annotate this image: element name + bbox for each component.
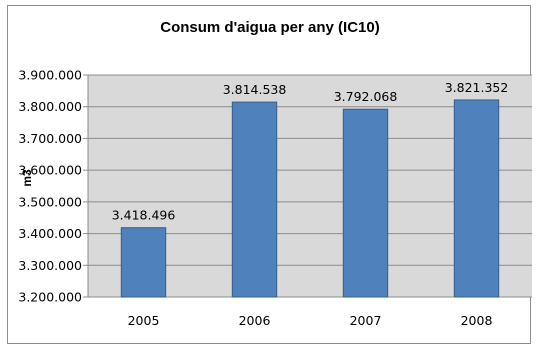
bar-2006 (231, 101, 278, 298)
y-tick-label: 3.500.000 (18, 194, 82, 209)
data-label-2006: 3.814.538 (223, 82, 287, 97)
y-tick-label: 3.200.000 (18, 290, 82, 305)
x-tick-label-2008: 2008 (461, 313, 493, 328)
y-tick-label: 3.300.000 (18, 258, 82, 273)
data-label-2007: 3.792.068 (334, 89, 398, 104)
y-tick-label: 3.800.000 (18, 99, 82, 114)
chart-title: Consum d'aigua per any (IC10) (160, 19, 380, 36)
x-tick-label-2005: 2005 (128, 313, 160, 328)
bar-2008 (453, 99, 500, 298)
y-tick-label: 3.400.000 (18, 226, 82, 241)
x-tick-label-2007: 2007 (350, 313, 382, 328)
data-label-2005: 3.418.496 (112, 208, 176, 223)
x-tick-label-2006: 2006 (239, 313, 271, 328)
data-label-2008: 3.821.352 (445, 80, 509, 95)
y-tick-label: 3.700.000 (18, 131, 82, 146)
bar-2007 (342, 108, 389, 298)
y-tick-label: 3.900.000 (18, 68, 82, 83)
y-tick-label: 3.600.000 (18, 163, 82, 178)
bar-2005 (120, 227, 167, 298)
